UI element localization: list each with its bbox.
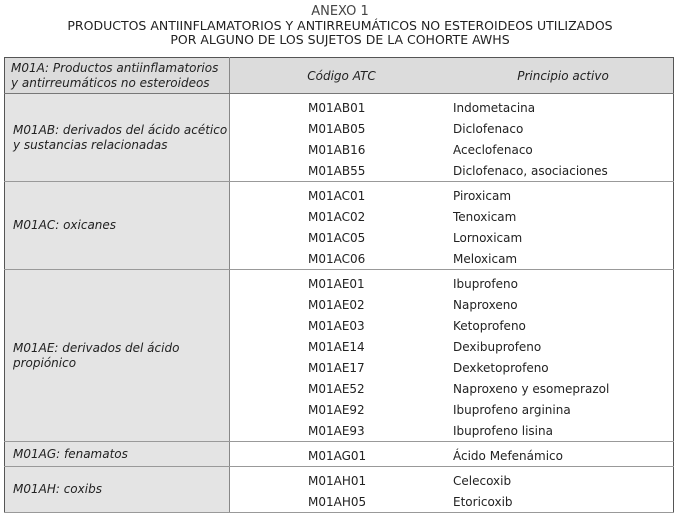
table-title-line1: PRODUCTOS ANTIINFLAMATORIOS Y ANTIRREUMÁ… — [67, 18, 613, 33]
drug-table: M01A: Productos antiinflamatorios y anti… — [4, 57, 674, 513]
group-label: M01AC: oxicanes — [4, 181, 230, 270]
active-ingredient: Ácido Mefenámico — [453, 441, 674, 467]
table-row: M01AE52 Naproxeno y esomeprazol — [5, 378, 674, 399]
active-ingredient: Ketoprofeno — [453, 318, 526, 333]
active-ingredient: Ibuprofeno — [453, 276, 518, 291]
active-ingredient: Aceclofenaco — [453, 142, 533, 157]
table-row: M01AB05 Diclofenaco — [5, 118, 674, 139]
atc-code: M01AH01 — [308, 473, 367, 488]
active-ingredient: Naproxeno y esomeprazol — [453, 381, 610, 396]
table-row: M01AB55 Diclofenaco, asociaciones — [5, 160, 674, 182]
atc-code: M01AE03 — [308, 318, 365, 333]
atc-code: M01AC01 — [308, 188, 366, 203]
table-row: M01AH05 Etoricoxib — [5, 491, 674, 513]
active-ingredient: Piroxicam — [453, 188, 512, 203]
table-row: M01AC: oxicanes M01AC01 Piroxicam — [4, 181, 674, 270]
table-row: M01AE93 Ibuprofeno lisina — [5, 420, 674, 442]
annex-title: ANEXO 1 — [311, 4, 369, 19]
atc-code: M01AE52 — [308, 381, 365, 396]
atc-code: M01AB05 — [308, 121, 366, 136]
table-row: M01AE02 Naproxeno — [5, 294, 674, 315]
header-code: Código ATC — [229, 57, 453, 94]
active-ingredient: Etoricoxib — [453, 491, 674, 513]
active-ingredient: Naproxeno — [453, 297, 518, 312]
active-ingredient: Meloxicam — [453, 248, 674, 270]
active-ingredient: Indometacina — [453, 100, 536, 115]
group-label: M01AH: coxibs — [4, 466, 230, 513]
header-group: M01A: Productos antiinflamatorios y anti… — [4, 57, 230, 94]
table-row: M01AE: derivados del ácido propiónico M01… — [4, 269, 674, 442]
active-ingredient: Tenoxicam — [453, 209, 517, 224]
group-label: M01AB: derivados del ácido acético y sus… — [4, 93, 230, 182]
atc-code: M01AE14 — [308, 339, 365, 354]
atc-code: M01AE92 — [308, 402, 365, 417]
group-label: M01AG: fenamatos — [4, 441, 230, 467]
table-row: M01AB: derivados del ácido acético y sus… — [4, 93, 674, 182]
active-ingredient: Lornoxicam — [453, 230, 523, 245]
atc-code: M01AG01 — [229, 441, 453, 467]
table-row: M01AB16 Aceclofenaco — [5, 139, 674, 160]
atc-code: M01AC05 — [308, 230, 366, 245]
atc-code: M01AE17 — [308, 360, 365, 375]
active-ingredient: Diclofenaco, asociaciones — [453, 160, 674, 182]
header-row: M01A: Productos antiinflamatorios y anti… — [4, 57, 674, 94]
atc-code: M01AE93 — [229, 420, 453, 442]
table-row: M01AC06 Meloxicam — [5, 248, 674, 270]
active-ingredient: Celecoxib — [453, 473, 512, 488]
table-row: M01AC02 Tenoxicam — [5, 206, 674, 227]
atc-code: M01AB16 — [308, 142, 366, 157]
header-active: Principio activo — [453, 57, 674, 94]
table-row: M01AG: fenamatos M01AG01 Ácido Mefenámico — [4, 441, 674, 467]
atc-code: M01AC06 — [229, 248, 453, 270]
group-label: M01AE: derivados del ácido propiónico — [4, 269, 230, 442]
table-row: M01AE17 Dexketoprofeno — [5, 357, 674, 378]
atc-code: M01AB55 — [229, 160, 453, 182]
atc-code: M01AB01 — [308, 100, 366, 115]
active-ingredient: Dexibuprofeno — [453, 339, 542, 354]
atc-code: M01AE01 — [308, 276, 365, 291]
atc-code: M01AH05 — [229, 491, 453, 513]
table-row: M01AE14 Dexibuprofeno — [5, 336, 674, 357]
active-ingredient: Ibuprofeno lisina — [453, 420, 674, 442]
active-ingredient: Ibuprofeno arginina — [453, 402, 571, 417]
active-ingredient: Diclofenaco — [453, 121, 524, 136]
table-title-line2: POR ALGUNO DE LOS SUJETOS DE LA COHORTE … — [170, 32, 510, 47]
active-ingredient: Dexketoprofeno — [453, 360, 549, 375]
table-row: M01AH: coxibs M01AH01 Celecoxib — [4, 466, 674, 513]
atc-code: M01AE02 — [308, 297, 365, 312]
table-row: M01AE92 Ibuprofeno arginina — [5, 399, 674, 420]
table-row: M01AE03 Ketoprofeno — [5, 315, 674, 336]
atc-code: M01AC02 — [308, 209, 366, 224]
table-row: M01AC05 Lornoxicam — [5, 227, 674, 248]
